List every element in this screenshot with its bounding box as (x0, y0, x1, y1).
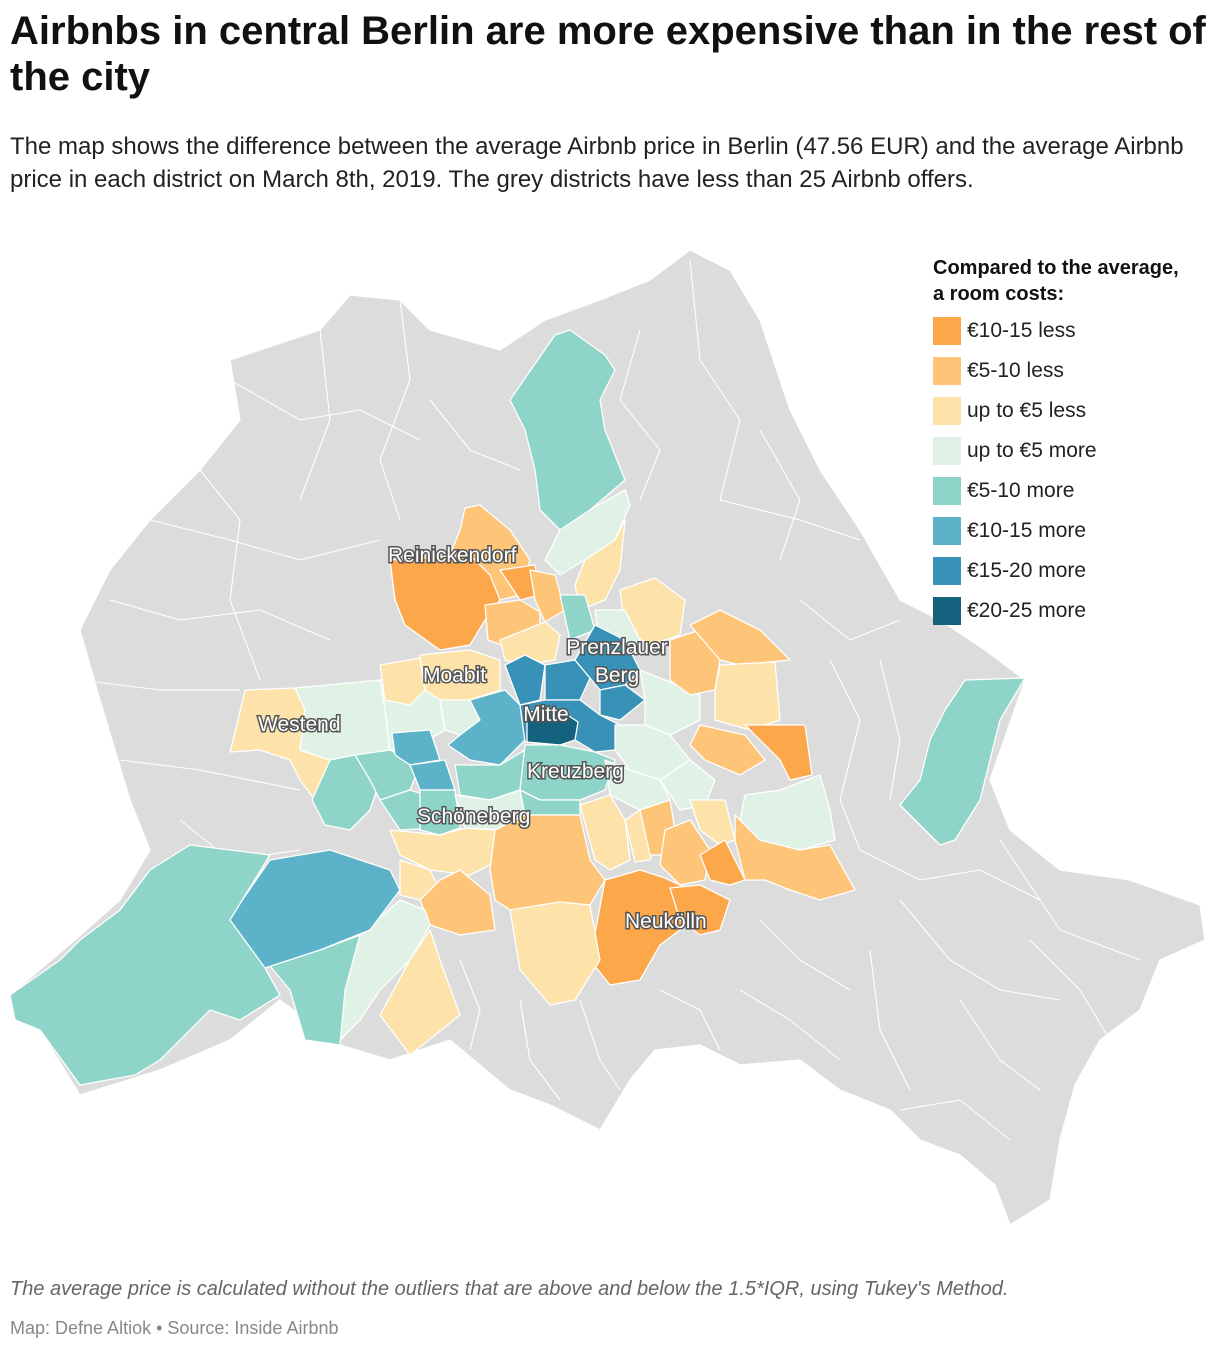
legend-item: €15-20 more (933, 551, 1218, 591)
legend-swatch (933, 437, 961, 465)
district-britz (659, 819, 711, 886)
district-wannsee (9, 844, 281, 1086)
legend-label: up to €5 less (967, 399, 1087, 422)
district-dahlem (224, 849, 401, 969)
district-lichterfelde (419, 869, 496, 936)
legend-item: €10-15 more (933, 511, 1218, 551)
label-prenzlauer-berg-line2: Berg (595, 664, 639, 687)
district-friedrichshain-south (659, 759, 716, 811)
district-hohenschoenhausen (689, 609, 791, 666)
district-prenzlauer-berg (574, 624, 641, 691)
district-karlshorst-north (689, 724, 766, 776)
district-treptow-north (689, 799, 736, 846)
legend-label: €10-15 more (967, 519, 1087, 542)
district-lichtenberg-east (714, 661, 781, 731)
label-schoeneberg: Schöneberg (417, 805, 530, 828)
legend-rows: €10-15 less €5-10 less up to €5 less up to … (933, 311, 1218, 631)
legend-swatch (933, 477, 961, 505)
district-reinickendorf (389, 554, 501, 651)
legend-swatch (933, 397, 961, 425)
label-moabit: Moabit (423, 664, 486, 687)
legend-title: Compared to the average, a room costs: (933, 255, 1218, 307)
legend-item: €10-15 less (933, 311, 1218, 351)
district-heinersdorf (574, 519, 626, 611)
legend-swatch (933, 357, 961, 385)
legend-label: €20-25 more (967, 599, 1087, 622)
district-rudow (669, 884, 731, 936)
legend-label: €10-15 less (967, 319, 1076, 342)
district-lichtenrade (379, 929, 461, 1056)
legend-label: up to €5 more (967, 439, 1097, 462)
legend-item: €5-10 less (933, 351, 1218, 391)
legend-item: up to €5 less (933, 391, 1218, 431)
district-marzahn (899, 677, 1026, 846)
legend-item: up to €5 more (933, 431, 1218, 471)
source-credit: Map: Defne Altiok • Source: Inside Airbn… (10, 1318, 339, 1338)
district-gesundbrunnen-west (499, 621, 561, 666)
page-subtitle: The map shows the difference between the… (10, 133, 1184, 193)
district-karlshorst (744, 724, 813, 781)
legend-label: €5-10 more (967, 479, 1075, 502)
district-oberschoeneweide (739, 774, 836, 851)
district-schoeneberg-west (419, 789, 461, 836)
district-labels: Reinickendorf Prenzlauer Berg Moabit Wes… (257, 543, 709, 935)
district-buch (509, 329, 626, 531)
label-mitte: Mitte (523, 703, 569, 726)
district-wedding-west (379, 657, 426, 706)
legend-swatch (933, 517, 961, 545)
legend-title-line2: a room costs: (933, 283, 1065, 305)
district-prenzlauer-berg-east (599, 684, 646, 721)
label-neukoelln: Neukölln (625, 910, 707, 933)
legend-item: €5-10 more (933, 471, 1218, 511)
label-prenzlauer-berg-line1: Prenzlauer (566, 636, 668, 659)
district-neukoelln-north (579, 794, 631, 871)
district-tegel-south (529, 569, 566, 623)
district-tiergarten (447, 689, 526, 766)
legend-item: €20-25 more (933, 591, 1218, 631)
district-treptow (699, 839, 746, 886)
legend-swatch (933, 557, 961, 585)
legend-swatch (933, 597, 961, 625)
district-mitte-center (526, 709, 579, 746)
methodology-note: The average price is calculated without … (10, 1278, 1009, 1300)
map-legend: Compared to the average, a room costs: €… (933, 255, 1218, 631)
district-moabit (419, 649, 501, 701)
label-reinickendorf: Reinickendorf (388, 544, 517, 567)
berlin-district-map: Reinickendorf Prenzlauer Berg Moabit Wes… (9, 249, 1206, 1226)
district-wedding-east (544, 659, 591, 701)
page-title: Airbnbs in central Berlin are more expen… (10, 9, 1206, 99)
district-friedrichshain-north (639, 669, 701, 736)
district-mariendorf (509, 901, 601, 1006)
label-westend: Westend (258, 713, 341, 736)
label-kreuzberg: Kreuzberg (527, 760, 624, 783)
legend-label: €15-20 more (967, 559, 1087, 582)
district-buckow (589, 869, 701, 986)
legend-swatch (933, 317, 961, 345)
legend-label: €5-10 less (967, 359, 1064, 382)
district-gesundbrunnen (504, 654, 546, 706)
legend-title-line1: Compared to the average, (933, 257, 1179, 279)
grey-district-boundaries (79, 259, 1141, 1141)
